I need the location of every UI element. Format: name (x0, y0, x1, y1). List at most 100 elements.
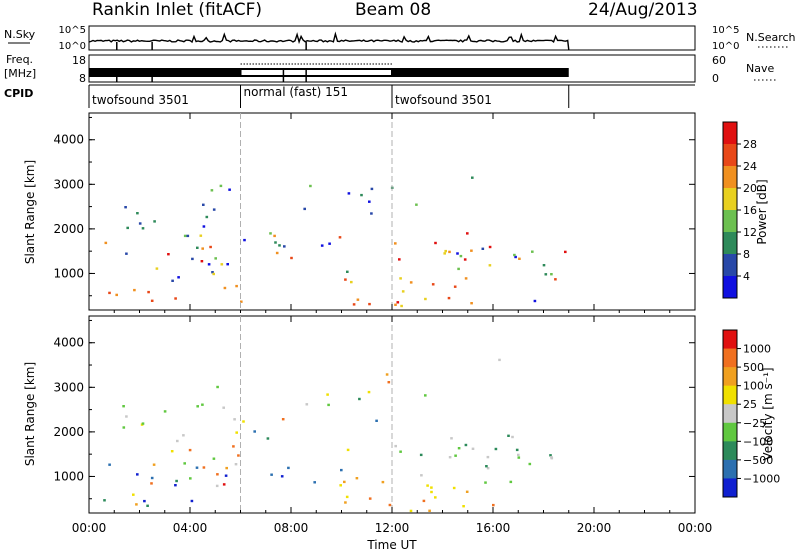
cell-95 (492, 503, 495, 507)
cell-36 (232, 445, 235, 448)
cell-73 (345, 495, 349, 499)
cell-94 (409, 509, 413, 513)
cell-57 (305, 403, 309, 406)
cell-52 (328, 242, 331, 245)
cell-87 (448, 456, 452, 459)
cell-82 (518, 257, 521, 260)
cell-56 (367, 390, 371, 394)
cell-64 (430, 490, 433, 494)
colorbar-swatch-3 (723, 188, 737, 211)
cell-0 (132, 493, 135, 496)
colorbar-tick-label-4: −25 (743, 417, 766, 430)
cell-99 (466, 232, 469, 235)
cell-53 (275, 251, 279, 255)
cell-46 (270, 473, 273, 476)
colorbar-swatch-3 (723, 385, 737, 405)
cell-78 (399, 450, 402, 453)
cell-57 (347, 192, 351, 195)
cell-6 (104, 241, 108, 245)
cell-73 (356, 298, 360, 301)
cell-32 (199, 234, 203, 237)
nsky-tick-bottom: 10^0 (59, 41, 86, 52)
cell-89 (488, 245, 492, 249)
cell-103 (443, 252, 446, 255)
ytick-label-3: 4000 (53, 133, 84, 147)
cell-13 (147, 290, 150, 294)
cell-54 (326, 393, 329, 396)
cell-100 (513, 253, 516, 257)
colorbar-tick-label-1: 24 (743, 160, 757, 173)
cell-29 (176, 439, 179, 443)
cell-71 (344, 501, 347, 504)
cell-64 (401, 290, 405, 293)
cell-67 (396, 301, 400, 304)
cell-72 (352, 303, 356, 306)
colorbar-tick-label-2: 100 (743, 380, 764, 393)
cell-0 (115, 293, 118, 297)
cell-80 (564, 250, 567, 254)
cell-81 (434, 241, 437, 245)
power-colorbar-label: Power [dB] (755, 179, 769, 244)
cell-98 (448, 250, 451, 254)
cell-60 (387, 381, 391, 384)
cell-39 (201, 403, 204, 406)
cell-68 (430, 486, 433, 489)
cell-31 (188, 448, 192, 452)
cpid-segment-3: twofsound 3501 (395, 93, 492, 107)
colorbar-swatch-8 (723, 478, 737, 498)
cell-105 (498, 358, 501, 362)
ytick-label-2: 3000 (53, 177, 84, 191)
cell-88 (517, 453, 520, 457)
cell-74 (462, 505, 465, 508)
colorbar-swatch-7 (723, 276, 737, 299)
cell-8 (175, 479, 178, 483)
cell-22 (191, 257, 194, 261)
colorbar-tick-label-7: −1000 (743, 472, 780, 485)
cell-95 (533, 299, 537, 303)
cell-35 (228, 188, 231, 191)
freq-tick-bottom: 8 (79, 72, 86, 85)
cell-97 (459, 254, 463, 258)
ytick-label-2: 3000 (53, 380, 84, 394)
cell-20 (167, 253, 170, 256)
cell-14 (215, 484, 219, 488)
cell-22 (174, 484, 177, 487)
cell-90 (554, 278, 557, 281)
cell-97 (450, 437, 453, 440)
colorbar-swatch-5 (723, 422, 737, 442)
cell-14 (155, 267, 159, 270)
colorbar-swatch-1 (723, 144, 737, 167)
cell-53 (343, 480, 346, 484)
cell-25 (135, 503, 138, 506)
colorbar-swatch-1 (723, 348, 737, 368)
cell-62 (346, 270, 349, 273)
freq-gap (241, 70, 391, 75)
xtick-label-2: 08:00 (274, 521, 309, 535)
cell-40 (219, 184, 223, 188)
cell-79 (457, 447, 461, 450)
freq-strip: Freq. [MHz] 18 8 60 0 Nave (4, 53, 778, 85)
ytick-label-1: 2000 (53, 222, 84, 236)
xtick-label-3: 12:00 (375, 521, 410, 535)
cell-76 (544, 273, 548, 276)
cell-70 (434, 496, 437, 499)
nsky-label: N.Sky (4, 28, 36, 41)
cell-45 (281, 418, 285, 421)
cell-77 (464, 443, 468, 447)
cell-10 (202, 466, 206, 469)
cell-90 (486, 467, 490, 470)
cell-55 (360, 193, 363, 197)
cell-1 (133, 288, 136, 292)
time-axis-label: Time UT (366, 538, 417, 552)
cell-101 (531, 250, 534, 253)
cell-54 (303, 207, 306, 211)
colorbar-tick-label-1: 500 (743, 361, 764, 374)
cell-24 (195, 466, 199, 469)
cell-5 (122, 426, 126, 429)
colorbar-tick-label-0: 1000 (743, 343, 771, 356)
cell-104 (424, 394, 427, 397)
cell-98 (511, 435, 514, 439)
cell-105 (471, 176, 474, 179)
cell-93 (509, 480, 513, 484)
cell-84 (470, 249, 473, 252)
